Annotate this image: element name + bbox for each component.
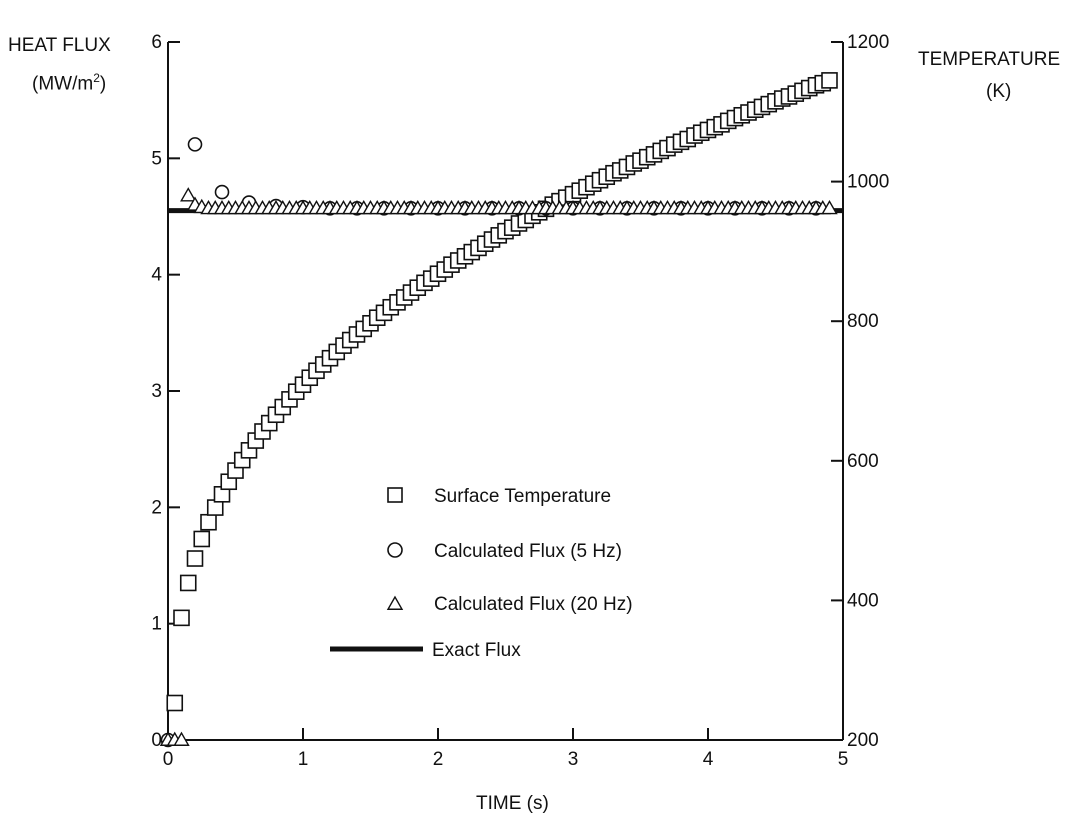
y-left-unit-exponent: 2 [93, 71, 100, 85]
surface-temperature-point [193, 530, 211, 548]
calculated-flux-5hz-point [187, 137, 203, 152]
legend-triangle-symbol [386, 595, 404, 610]
calculated-flux-20hz-point [173, 731, 190, 746]
y-right-tick-label: 200 [847, 730, 879, 751]
surface-temperature-point [179, 574, 197, 592]
x-tick-label: 3 [568, 749, 579, 770]
x-tick-label: 0 [163, 749, 174, 770]
y-left-tick-label: 6 [151, 32, 162, 53]
y-right-tick-label: 400 [847, 590, 879, 611]
calculated-flux-20hz-point [180, 187, 197, 202]
y-left-tick-label: 2 [151, 497, 162, 518]
calculated-flux-5hz-point [214, 184, 230, 200]
legend-label: Surface Temperature [434, 486, 611, 507]
legend-square-symbol [387, 487, 403, 503]
ticks-group: 0 1 2 3 4 5 0 1 2 3 4 5 6 200 400 600 800 1000 1200 [151, 32, 889, 770]
surface-temperature-point [186, 550, 204, 567]
x-tick-label: 2 [433, 749, 444, 770]
x-tick-label: 5 [838, 749, 849, 770]
x-tick-label: 4 [703, 749, 714, 770]
y-left-tick-label: 0 [151, 730, 162, 751]
x-tick-label: 1 [298, 749, 309, 770]
legend-label: Calculated Flux (20 Hz) [434, 594, 633, 615]
legend-label: Exact Flux [432, 640, 521, 661]
y-left-tick-label: 3 [151, 381, 162, 402]
surface-temperature-point [200, 513, 217, 531]
surface-temperature-point [821, 72, 838, 89]
y-right-tick-label: 1000 [847, 172, 889, 193]
legend-circle-symbol [387, 542, 403, 558]
calculated-flux-20hz-point [821, 199, 838, 215]
surface-temperature-series [166, 72, 838, 712]
legend-label: Calculated Flux (5 Hz) [434, 541, 622, 562]
y-right-axis-title-line1: TEMPERATURE [918, 49, 1061, 70]
surface-temperature-point [173, 609, 190, 627]
axes-group [167, 42, 844, 741]
y-left-tick-label: 1 [151, 614, 162, 635]
legend: Surface Temperature Calculated Flux (5 Hz… [330, 486, 633, 661]
calculated-flux-20hz-series [159, 187, 838, 746]
y-right-tick-label: 600 [847, 451, 879, 472]
y-left-unit-close: ) [99, 73, 107, 95]
y-left-unit-base: (MW/m [32, 73, 94, 95]
y-left-axis-title-line2: (MW/m2) [32, 66, 106, 96]
y-right-tick-label: 800 [847, 311, 879, 332]
x-axis-title: TIME (s) [476, 793, 549, 814]
y-left-axis-title-line1: HEAT FLUX [8, 35, 111, 56]
y-right-axis-title-line2: (K) [986, 81, 1012, 102]
y-left-tick-label: 5 [151, 148, 162, 169]
surface-temperature-point [166, 694, 184, 712]
y-left-tick-label: 4 [151, 265, 162, 286]
y-right-tick-label: 1200 [847, 32, 889, 53]
